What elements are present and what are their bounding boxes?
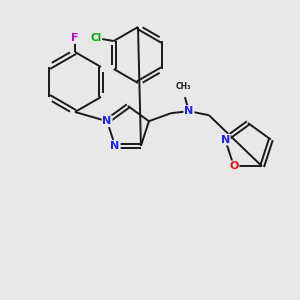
Text: N: N — [103, 116, 112, 126]
Text: N: N — [220, 135, 230, 145]
Text: N: N — [110, 141, 120, 151]
Text: F: F — [71, 33, 79, 43]
Text: N: N — [184, 106, 194, 116]
Text: O: O — [229, 161, 239, 171]
Text: Cl: Cl — [90, 33, 101, 43]
Text: CH₃: CH₃ — [175, 82, 191, 91]
